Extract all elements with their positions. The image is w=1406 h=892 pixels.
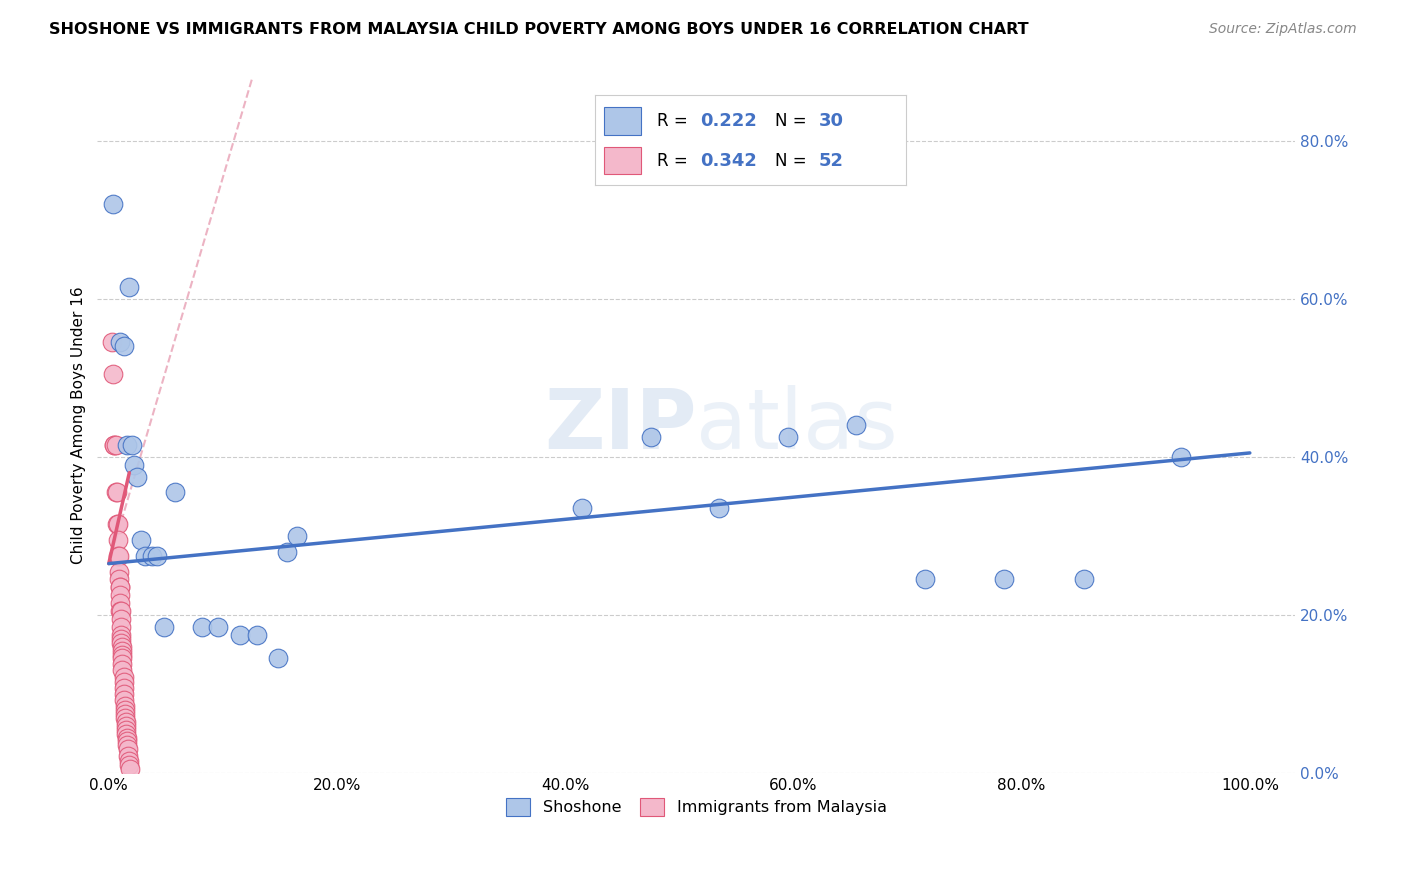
Point xyxy=(115,723,138,737)
Point xyxy=(107,517,129,532)
Point xyxy=(115,726,138,740)
Text: ZIP: ZIP xyxy=(544,384,696,466)
Point xyxy=(1073,573,1095,587)
Point xyxy=(110,632,132,646)
Point xyxy=(115,719,138,733)
Point xyxy=(115,438,138,452)
Point xyxy=(108,580,131,594)
Point xyxy=(117,748,139,763)
Point xyxy=(108,588,131,602)
Point xyxy=(152,620,174,634)
Point xyxy=(118,754,141,768)
Point xyxy=(145,549,167,563)
Point xyxy=(111,663,134,677)
Point xyxy=(104,438,127,452)
Point xyxy=(112,339,135,353)
Point xyxy=(127,469,149,483)
Point xyxy=(134,549,156,563)
Text: atlas: atlas xyxy=(696,384,898,466)
Point xyxy=(110,612,132,626)
Point xyxy=(114,706,136,721)
Point xyxy=(845,418,868,433)
Point xyxy=(108,549,131,563)
Point xyxy=(110,604,132,618)
Point xyxy=(266,651,288,665)
Text: Source: ZipAtlas.com: Source: ZipAtlas.com xyxy=(1209,22,1357,37)
Point xyxy=(112,675,135,690)
Point xyxy=(108,604,131,618)
Point xyxy=(122,458,145,472)
Point xyxy=(112,681,135,695)
Point xyxy=(108,573,131,587)
Point xyxy=(118,758,141,772)
Point xyxy=(111,643,134,657)
Point xyxy=(163,485,186,500)
Point xyxy=(115,739,138,753)
Point xyxy=(107,533,129,547)
Point xyxy=(276,545,298,559)
Point xyxy=(709,501,731,516)
Point xyxy=(112,670,135,684)
Point xyxy=(111,648,134,662)
Point xyxy=(110,628,132,642)
Point xyxy=(114,703,136,717)
Text: SHOSHONE VS IMMIGRANTS FROM MALAYSIA CHILD POVERTY AMONG BOYS UNDER 16 CORRELATI: SHOSHONE VS IMMIGRANTS FROM MALAYSIA CHI… xyxy=(49,22,1029,37)
Point xyxy=(111,657,134,671)
Point xyxy=(776,430,799,444)
Point xyxy=(115,731,138,745)
Point xyxy=(114,698,136,713)
Point xyxy=(103,438,125,452)
Point xyxy=(285,529,308,543)
Point xyxy=(114,711,136,725)
Point xyxy=(105,517,128,532)
Point xyxy=(110,635,132,649)
Point xyxy=(105,485,128,500)
Point xyxy=(191,620,214,634)
Point xyxy=(101,335,124,350)
Point xyxy=(129,533,152,547)
Point xyxy=(118,280,141,294)
Point xyxy=(103,367,125,381)
Point xyxy=(111,651,134,665)
Point xyxy=(103,197,125,211)
Point xyxy=(108,580,131,594)
Point xyxy=(112,687,135,701)
Point xyxy=(141,549,163,563)
Point xyxy=(120,762,142,776)
Point xyxy=(207,620,229,634)
Point xyxy=(104,485,127,500)
Point xyxy=(571,501,593,516)
Point xyxy=(993,573,1015,587)
Point xyxy=(121,438,143,452)
Point xyxy=(914,573,936,587)
Legend: Shoshone, Immigrants from Malaysia: Shoshone, Immigrants from Malaysia xyxy=(498,789,896,824)
Point xyxy=(103,438,125,452)
Y-axis label: Child Poverty Among Boys Under 16: Child Poverty Among Boys Under 16 xyxy=(72,286,86,564)
Point xyxy=(115,714,138,729)
Point xyxy=(1170,450,1192,464)
Point xyxy=(640,430,662,444)
Point xyxy=(229,628,252,642)
Point xyxy=(110,620,132,634)
Point xyxy=(107,549,129,563)
Point xyxy=(111,640,134,654)
Point xyxy=(108,335,131,350)
Point xyxy=(108,565,131,579)
Point xyxy=(108,596,131,610)
Point xyxy=(117,742,139,756)
Point xyxy=(246,628,269,642)
Point xyxy=(112,693,135,707)
Point xyxy=(115,734,138,748)
